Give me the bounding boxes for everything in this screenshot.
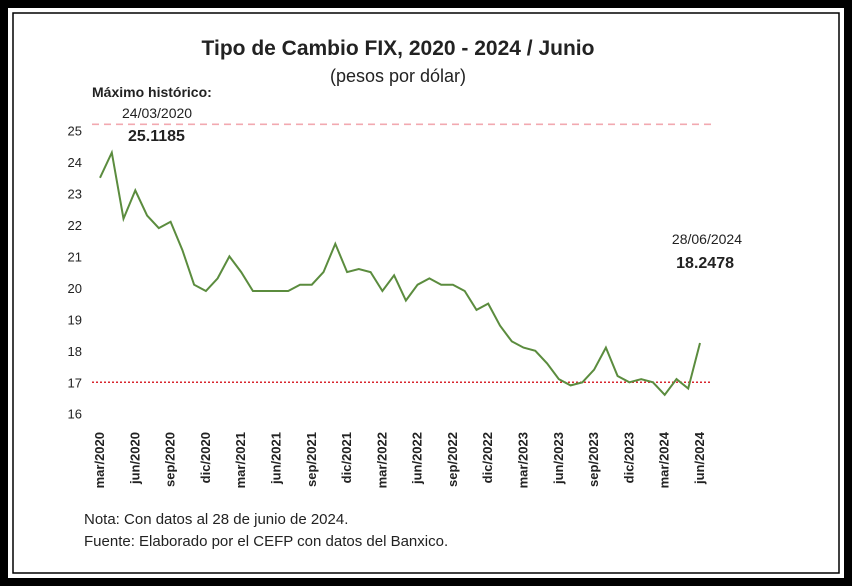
x-tick-label: jun/2023 xyxy=(551,432,566,485)
x-tick-label: mar/2023 xyxy=(516,432,531,488)
annotation: 24/03/2020 xyxy=(122,105,192,121)
annotation: 25.1185 xyxy=(128,128,185,145)
annotation: Máximo histórico: xyxy=(92,84,212,100)
x-tick-label: jun/2020 xyxy=(127,432,142,485)
x-tick-label: sep/2020 xyxy=(163,432,178,487)
x-tick-label: dic/2023 xyxy=(621,432,636,483)
y-tick-label: 24 xyxy=(68,155,82,170)
note: Fuente: Elaborado por el CEFP con datos … xyxy=(84,533,448,550)
frame-inner xyxy=(12,12,840,574)
x-tick-label: jun/2024 xyxy=(692,431,707,485)
y-tick-label: 23 xyxy=(68,187,82,202)
x-tick-label: sep/2022 xyxy=(445,432,460,487)
note: Nota: Con datos al 28 de junio de 2024. xyxy=(84,511,348,528)
x-tick-label: sep/2023 xyxy=(586,432,601,487)
chart-subtitle: (pesos por dólar) xyxy=(330,66,466,86)
y-tick-label: 20 xyxy=(68,281,82,296)
line xyxy=(99,149,701,397)
x-tick-label: dic/2021 xyxy=(339,432,354,483)
x-tick-label: mar/2024 xyxy=(657,431,672,488)
x-tick-label: dic/2022 xyxy=(480,432,495,483)
annotation: 18.2478 xyxy=(676,255,734,272)
y-tick-label: 25 xyxy=(68,124,82,139)
annotation: 28/06/2024 xyxy=(672,231,742,247)
y-tick-label: 21 xyxy=(68,249,82,264)
y-tick-label: 18 xyxy=(68,344,82,359)
x-tick-label: mar/2020 xyxy=(92,432,107,488)
x-tick-label: mar/2021 xyxy=(233,432,248,488)
x-tick-label: mar/2022 xyxy=(374,432,389,488)
x-tick-label: dic/2020 xyxy=(198,432,213,483)
y-tick-label: 17 xyxy=(68,375,82,390)
y-tick-label: 19 xyxy=(68,312,82,327)
y-tick-label: 16 xyxy=(68,407,82,422)
x-tick-label: jun/2021 xyxy=(268,432,283,485)
chart-title: Tipo de Cambio FIX, 2020 - 2024 / Junio xyxy=(202,37,595,60)
x-tick-label: jun/2022 xyxy=(410,432,425,485)
y-tick-label: 22 xyxy=(68,218,82,233)
x-tick-label: sep/2021 xyxy=(304,432,319,487)
